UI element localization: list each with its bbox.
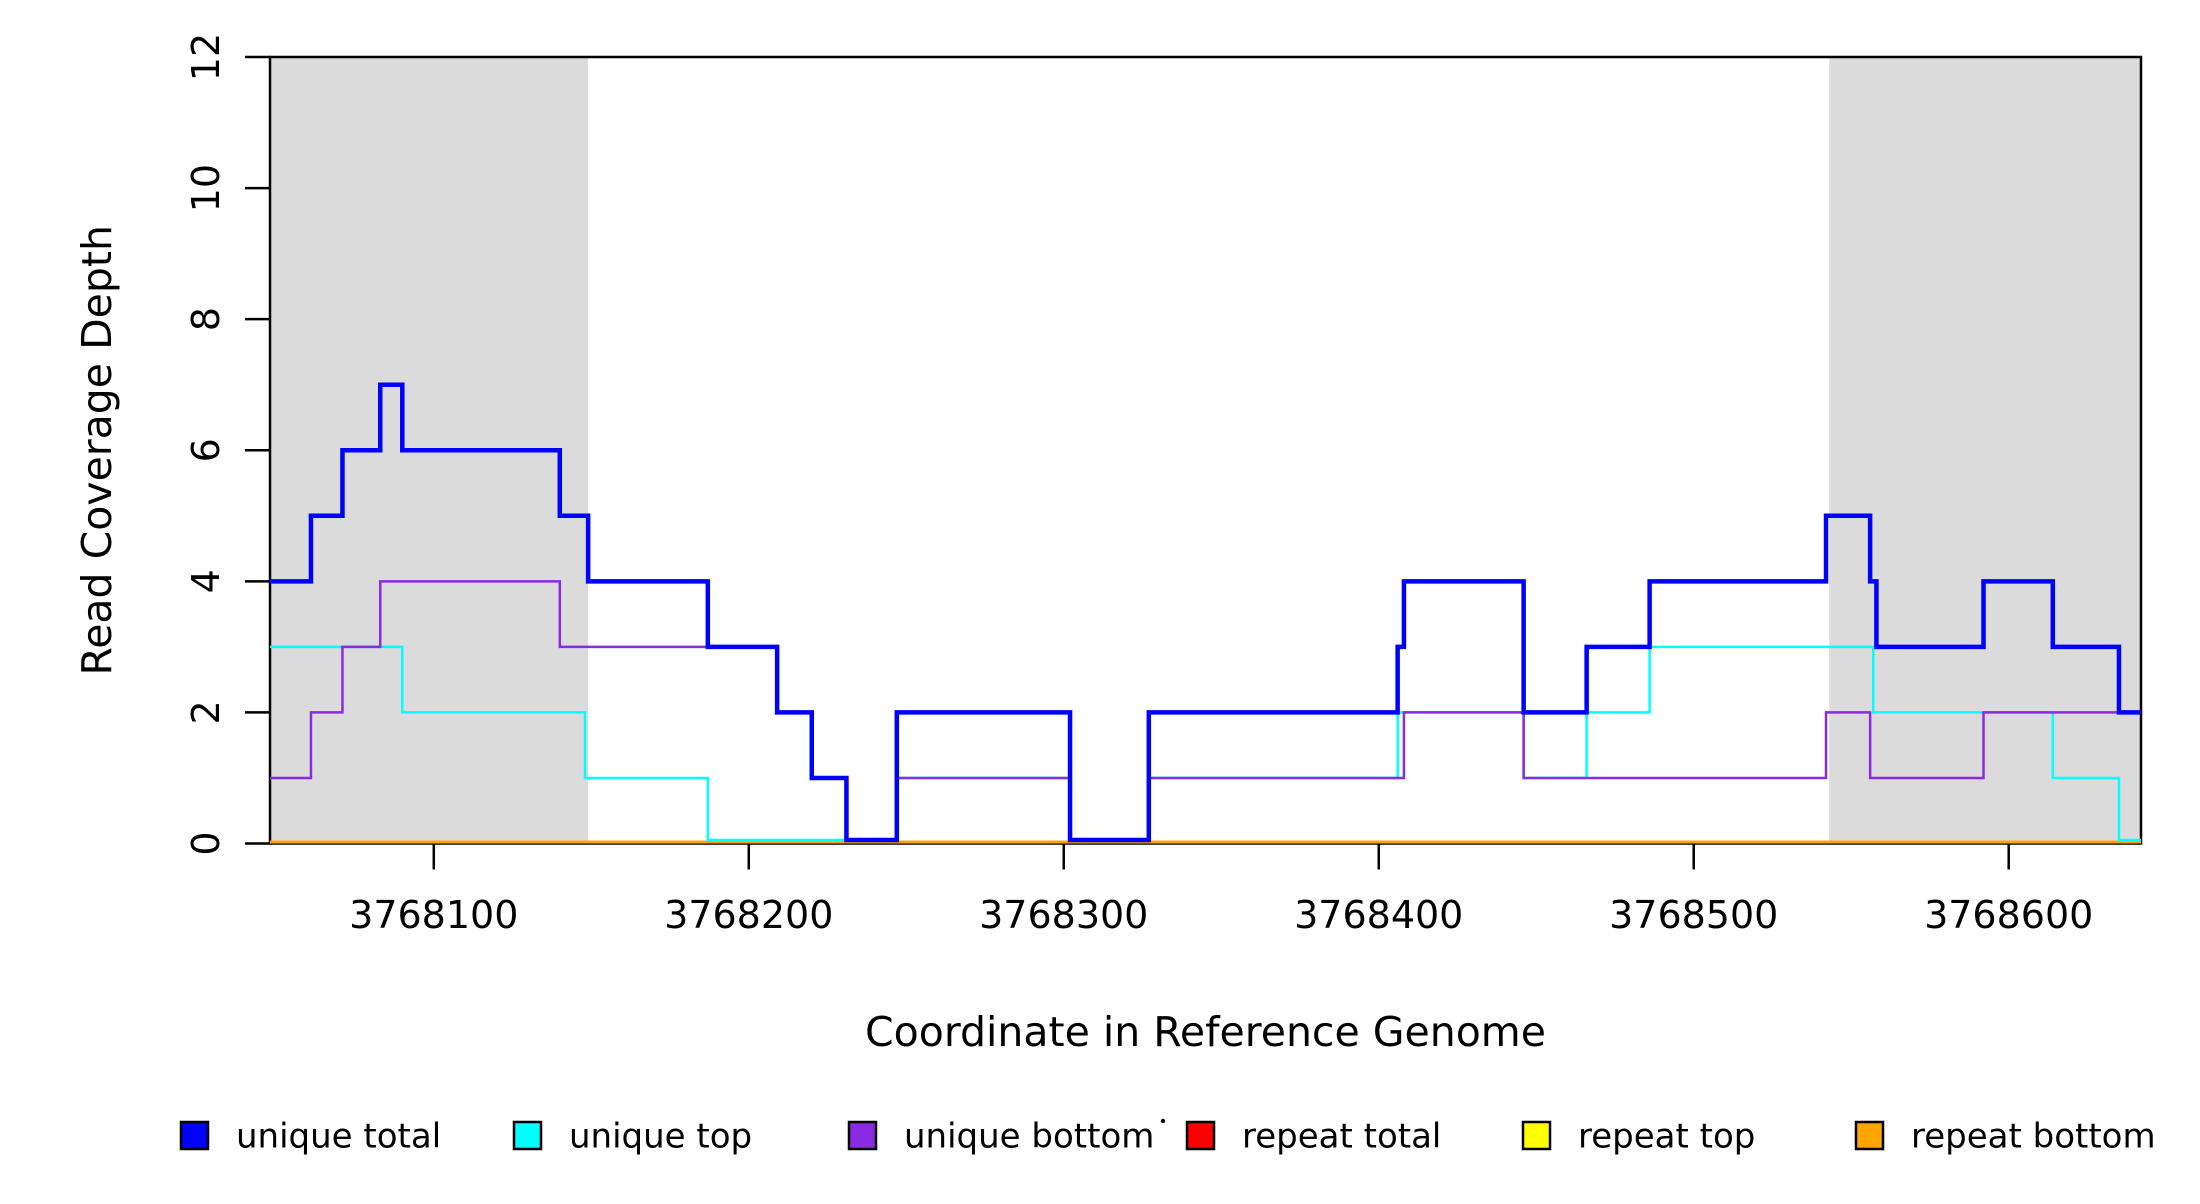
legend-entry-unique-bottom: unique bottom — [847, 1117, 1154, 1157]
y-tick-label: 0 — [184, 831, 228, 855]
x-tick-label: 3768300 — [979, 893, 1148, 937]
y-tick-label: 12 — [184, 33, 228, 81]
legend-entry-repeat-top: repeat top — [1521, 1117, 1755, 1157]
y-axis-title: Read Coverage Depth — [73, 225, 121, 675]
x-tick-label: 3768200 — [664, 893, 833, 937]
series-unique-total-line — [270, 382, 2141, 843]
y-tick-label: 6 — [184, 438, 228, 462]
y-tick-label: 2 — [184, 700, 228, 724]
legend-entry-unique-top: unique top — [512, 1117, 752, 1157]
legend-label: repeat bottom — [1911, 1117, 2156, 1157]
y-tick-label: 8 — [184, 307, 228, 331]
x-tick-label: 3768600 — [1924, 893, 2093, 937]
stray-dot-artifact — [1160, 1118, 1166, 1124]
x-tick-label: 3768100 — [349, 893, 518, 937]
legend-label: unique top — [569, 1117, 752, 1157]
legend-entry-unique-total: unique total — [179, 1117, 441, 1157]
legend-swatch-unique-bottom — [847, 1120, 878, 1151]
x-tick-label: 3768500 — [1609, 893, 1778, 937]
legend-label: repeat top — [1578, 1117, 1755, 1157]
shaded-repeat-region — [1829, 57, 2141, 844]
legend-label: repeat total — [1242, 1117, 1441, 1157]
x-axis-title: Coordinate in Reference Genome — [865, 1008, 1546, 1056]
legend-swatch-unique-total — [179, 1120, 210, 1151]
legend-label: unique total — [236, 1117, 441, 1157]
y-tick-label: 4 — [184, 569, 228, 593]
x-tick-label: 3768400 — [1294, 893, 1463, 937]
legend-entry-repeat-bottom: repeat bottom — [1854, 1117, 2156, 1157]
legend-swatch-repeat-total — [1185, 1120, 1216, 1151]
legend-label: unique bottom — [904, 1117, 1154, 1157]
series-unique-top-line — [270, 645, 2141, 842]
legend-swatch-repeat-bottom — [1854, 1120, 1885, 1151]
legend-entry-repeat-total: repeat total — [1185, 1117, 1441, 1157]
y-tick-label: 10 — [184, 164, 228, 212]
legend-swatch-repeat-top — [1521, 1120, 1552, 1151]
legend-swatch-unique-top — [512, 1120, 543, 1151]
